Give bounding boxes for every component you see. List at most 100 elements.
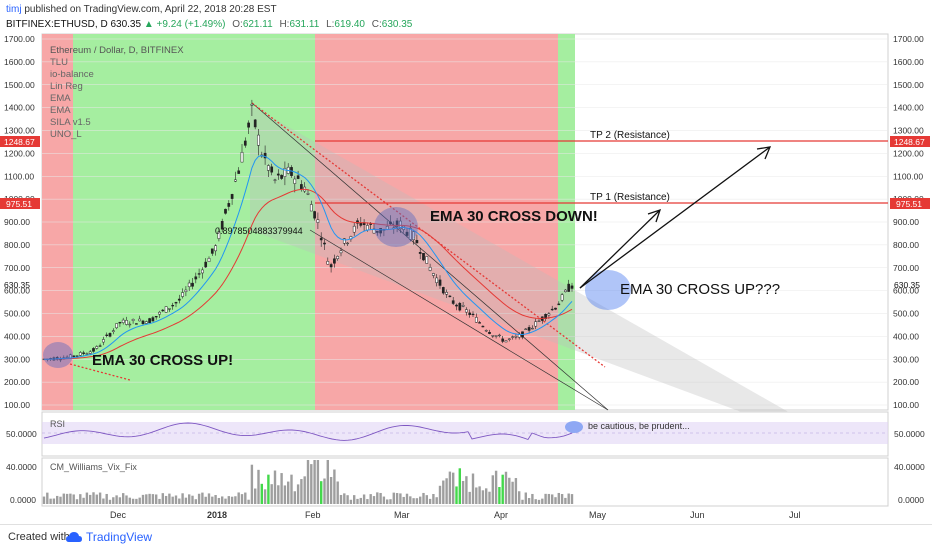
tradingview-cloud-icon[interactable]: [66, 531, 82, 543]
vix-bar: [148, 493, 151, 504]
indicator-item[interactable]: EMA: [50, 105, 71, 116]
candle: [293, 178, 297, 184]
vix-bar: [270, 484, 273, 504]
candle: [550, 308, 554, 311]
vix-bar: [244, 492, 247, 504]
indicator-item[interactable]: io-balance: [50, 69, 94, 80]
candle: [105, 334, 109, 336]
vix-bar: [158, 498, 161, 504]
vix-bar: [376, 492, 379, 504]
vix-bar: [115, 495, 118, 504]
vix-bar: [69, 493, 72, 504]
created-with-text: Created with: [8, 531, 70, 543]
candle: [527, 327, 531, 331]
vix-bar: [537, 499, 541, 504]
cross-down-annotation[interactable]: EMA 30 CROSS DOWN!: [430, 208, 598, 225]
regression-channel: [250, 105, 820, 430]
candle: [181, 292, 184, 297]
vix-label[interactable]: CM_Williams_Vix_Fix: [50, 462, 137, 472]
chart-canvas[interactable]: 1700.00 1600.00 1500.00 1400.00 1300.00 1200.…: [0, 0, 932, 524]
vix-bar: [310, 464, 313, 504]
candle: [544, 313, 547, 319]
vix-bar: [359, 497, 362, 504]
vix-bar: [168, 493, 171, 504]
vix-bar: [194, 499, 197, 504]
footer: Created with TradingView: [0, 524, 932, 551]
candle: [306, 193, 310, 195]
candle: [276, 173, 280, 176]
price-tick-label: 800.00: [4, 240, 30, 250]
vix-bar: [204, 496, 207, 504]
vix-bar: [128, 497, 131, 504]
indicator-item[interactable]: UNO_L: [50, 129, 82, 140]
symbol-label[interactable]: BITFINEX:ETHUSD, D: [6, 19, 108, 30]
candle: [273, 179, 277, 181]
candle: [194, 276, 198, 280]
price-tick-label: 1100.00: [4, 171, 34, 181]
candle: [102, 339, 105, 343]
price-tick-label: 400.00: [4, 331, 30, 341]
indicator-item[interactable]: EMA: [50, 93, 71, 104]
time-tick-label: May: [589, 510, 607, 520]
candle: [207, 258, 211, 262]
vix-bar: [85, 492, 89, 504]
arrowhead: [647, 208, 662, 223]
rsi-label[interactable]: RSI: [50, 419, 66, 429]
vix-bar: [412, 498, 415, 504]
vix-bar: [290, 474, 293, 504]
vix-bar: [280, 473, 283, 504]
candle: [95, 346, 99, 349]
candle: [75, 355, 79, 357]
indicator-item[interactable]: SILA v1.5: [50, 117, 91, 128]
vix-bar: [197, 493, 201, 504]
vix-bar: [438, 485, 442, 504]
vix-bar: [224, 498, 227, 504]
vix-bar: [320, 481, 323, 504]
indicator-title[interactable]: Ethereum / Dollar, D, BITFINEX: [50, 45, 184, 56]
tp1-label[interactable]: TP 1 (Resistance): [590, 192, 670, 203]
vix-bar: [303, 476, 306, 504]
indicator-item[interactable]: Lin Reg: [50, 81, 83, 92]
cross-up-annotation[interactable]: EMA 30 CROSS UP!: [92, 352, 234, 369]
price-tick-label: 200.00: [893, 377, 919, 387]
candle: [98, 345, 102, 347]
candle: [356, 220, 359, 224]
vix-bar: [191, 495, 194, 504]
tradingview-brand[interactable]: TradingView: [86, 530, 153, 544]
price-tick-label: 300.00: [4, 354, 30, 364]
price-tick-label: 1500.00: [4, 80, 35, 90]
candle: [537, 320, 541, 322]
tp2-label[interactable]: TP 2 (Resistance): [590, 130, 670, 141]
last-price-tag-right: 630.35: [894, 280, 920, 290]
candle: [115, 323, 118, 329]
time-tick-label: Apr: [494, 510, 508, 520]
candle: [408, 227, 412, 240]
vix-bar: [468, 491, 471, 504]
price-axis-right[interactable]: 1700.00 1600.00 1500.00 1400.00 1300.00 1200.…: [893, 34, 924, 410]
resistance-2-tag-left: [0, 136, 40, 147]
rsi-note[interactable]: be cautious, be prudent...: [588, 421, 690, 431]
indicator-item[interactable]: TLU: [50, 57, 68, 68]
candle: [263, 152, 267, 159]
time-axis[interactable]: Dec 2018 Feb Mar Apr May Jun Jul: [110, 510, 801, 520]
candle: [491, 335, 495, 337]
arrow-to-tp2[interactable]: [579, 146, 771, 289]
vix-bar: [435, 497, 438, 504]
rsi-pane: 50.0000 50.0000: [6, 411, 925, 457]
publish-info: published on TradingView.com, April 22, …: [24, 4, 277, 15]
vix-bar: [382, 496, 386, 504]
candle: [108, 333, 112, 337]
candle: [501, 338, 505, 342]
vix-bar: [221, 496, 224, 504]
candle: [82, 352, 85, 354]
price-tick-label: 1100.00: [893, 171, 923, 181]
price-axis-left[interactable]: 1700.00 1600.00 1500.00 1400.00 1300.00 1200.…: [4, 34, 35, 410]
cross-up-question-annotation[interactable]: EMA 30 CROSS UP???: [620, 281, 781, 298]
vix-bar: [62, 493, 65, 504]
candle: [280, 174, 283, 179]
arrow-to-tp1[interactable]: [579, 209, 661, 289]
price-tick-label: 1600.00: [893, 57, 924, 67]
candle: [300, 184, 303, 190]
candle: [511, 336, 514, 338]
author-link[interactable]: timj: [6, 4, 22, 15]
